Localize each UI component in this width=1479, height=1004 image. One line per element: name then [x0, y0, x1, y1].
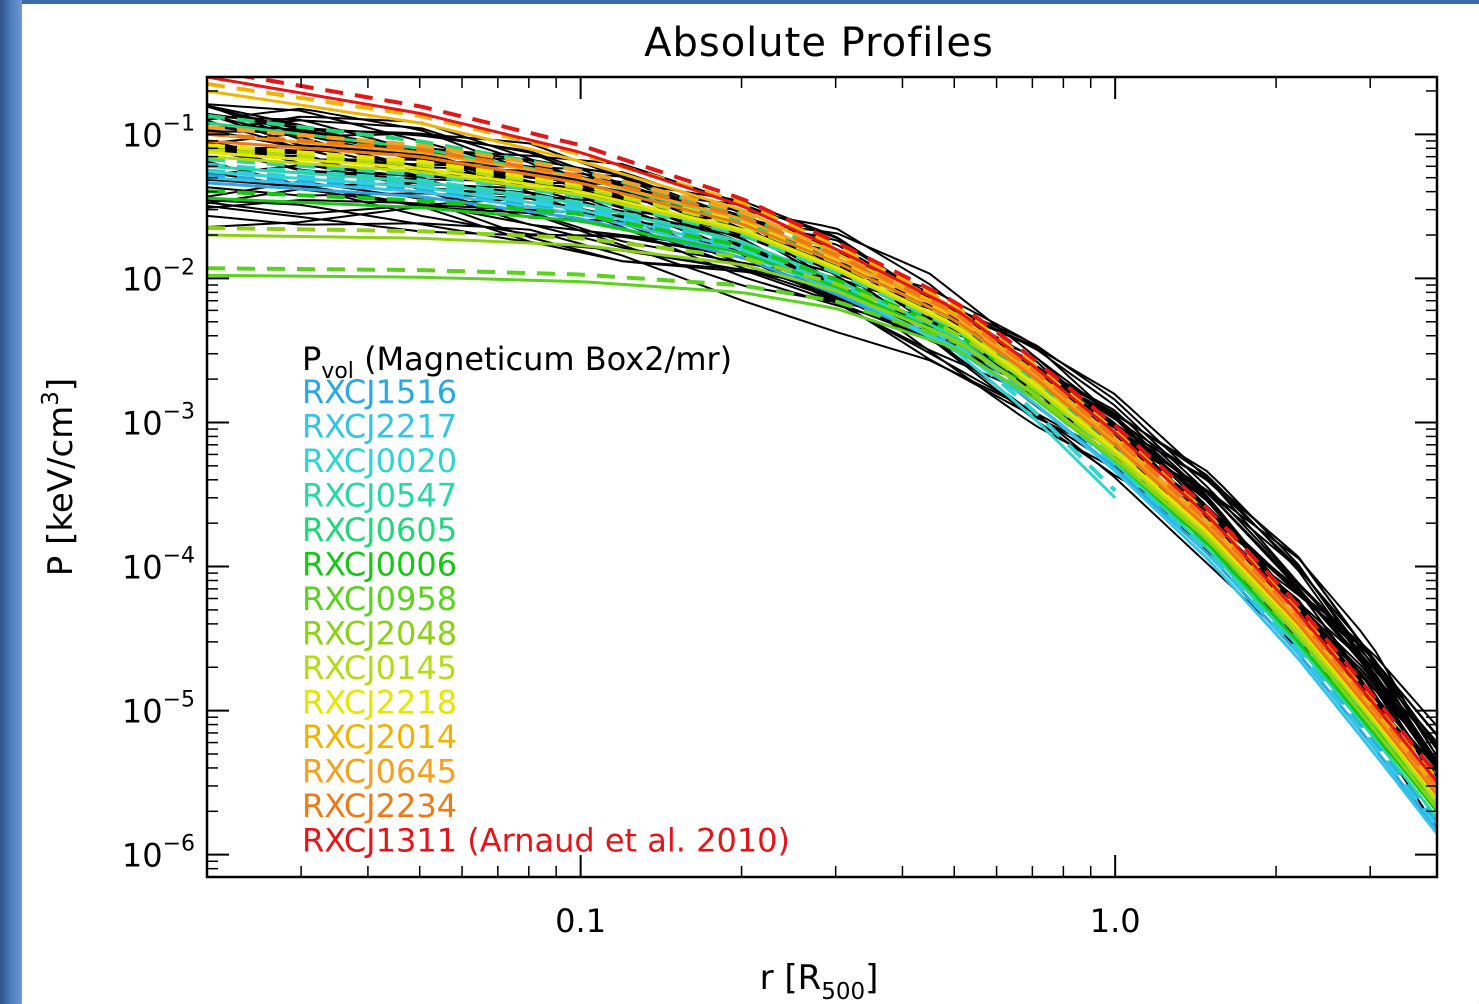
- legend-sim-label: P: [302, 340, 321, 378]
- legend-entry-rxcj1516: RXCJ1516: [302, 373, 457, 411]
- chart-title: Absolute Profiles: [644, 20, 994, 66]
- series-dashed-line-rxcj1311: [236, 77, 1437, 777]
- simulation-profile-line: [207, 104, 1437, 769]
- x-axis-label: r [R500]: [760, 958, 879, 1004]
- plot-frame: [205, 75, 1439, 879]
- legend-entry-rxcj2217: RXCJ2217: [302, 408, 457, 446]
- x-axis-label-end: ]: [865, 958, 878, 998]
- figure-frame: Absolute Profiles 10−1 10−2 10−3 10−4 10−5 10…: [22, 0, 1479, 1004]
- axis-ticks: 10−1 10−2 10−3 10−4 10−5 10−6 0.1 1.0: [122, 77, 1438, 940]
- legend-entry-simulation: Pvol (Magneticum Box2/mr): [302, 340, 732, 384]
- legend-entry-rxcj0547: RXCJ0547: [302, 477, 457, 515]
- legend-entry-rxcj0145: RXCJ0145: [302, 649, 457, 687]
- legend-entry-rxcj2048: RXCJ2048: [302, 615, 457, 653]
- y-tick-label: 10−4: [122, 544, 195, 587]
- legend-entry-rxcj0006: RXCJ0006: [302, 546, 457, 584]
- y-axis-label: P [keV/cm3]: [38, 378, 81, 576]
- legend-sim-subscript: vol: [321, 359, 354, 384]
- simulation-profile-line: [207, 116, 1437, 767]
- series-line-rxcj2048: [207, 233, 1437, 810]
- series-line-rxcj2218: [207, 150, 1437, 799]
- series-line-rxcj0645: [207, 132, 1437, 792]
- y-tick-label: 10−2: [122, 255, 195, 298]
- legend-sim-rest: (Magneticum Box2/mr): [354, 340, 732, 378]
- y-tick-label: 10−6: [122, 832, 195, 875]
- legend-entry-rxcj0958: RXCJ0958: [302, 580, 457, 618]
- x-tick-label: 0.1: [555, 902, 606, 940]
- simulation-profile-line: [207, 107, 1437, 769]
- legend-entry-rxcj2218: RXCJ2218: [302, 684, 457, 722]
- series-line-rxcj0006: [207, 196, 1437, 813]
- series-line-rxcj2234: [207, 139, 1437, 796]
- legend: Pvol (Magneticum Box2/mr) RXCJ1516RXCJ22…: [302, 340, 790, 860]
- legend-entry-rxcj2014: RXCJ2014: [302, 718, 457, 756]
- legend-entry-rxcj0645: RXCJ0645: [302, 753, 457, 791]
- x-tick-label: 1.0: [1090, 902, 1141, 940]
- series-line-rxcj2217: [207, 176, 1437, 835]
- series-dashed-line-rxcj0547: [207, 157, 1437, 813]
- observed-profiles: [207, 77, 1437, 835]
- x-axis-label-main: r [R: [760, 958, 822, 998]
- y-tick-label: 10−1: [122, 111, 195, 154]
- legend-entry-rxcj0605: RXCJ0605: [302, 511, 457, 549]
- legend-entry-rxcj1311: RXCJ1311 (Arnaud et al. 2010): [302, 822, 790, 860]
- legend-entry-rxcj2234: RXCJ2234: [302, 787, 457, 825]
- legend-entry-rxcj0020: RXCJ0020: [302, 442, 457, 480]
- series-dashed-line-rxcj2217: [207, 168, 1437, 828]
- y-axis-label-main: P [keV/cm: [41, 406, 81, 577]
- pressure-profile-chart: Absolute Profiles 10−110−210−310−410−510…: [38, 20, 1439, 1004]
- legend-series-entries: RXCJ1516RXCJ2217RXCJ0020RXCJ0547RXCJ0605…: [302, 373, 790, 860]
- series-line-rxcj0145: [207, 155, 1437, 804]
- series-dashed-line-rxcj0958: [207, 266, 1437, 803]
- x-axis-label-subscript: 500: [821, 979, 865, 1004]
- y-tick-label: 10−3: [122, 399, 195, 442]
- series-line-rxcj0547: [207, 164, 1437, 819]
- y-axis-label-end: ]: [41, 378, 81, 391]
- y-axis-label-superscript: 3: [38, 391, 64, 406]
- series-line-rxcj1311: [207, 77, 1437, 783]
- y-tick-label: 10−5: [122, 688, 195, 731]
